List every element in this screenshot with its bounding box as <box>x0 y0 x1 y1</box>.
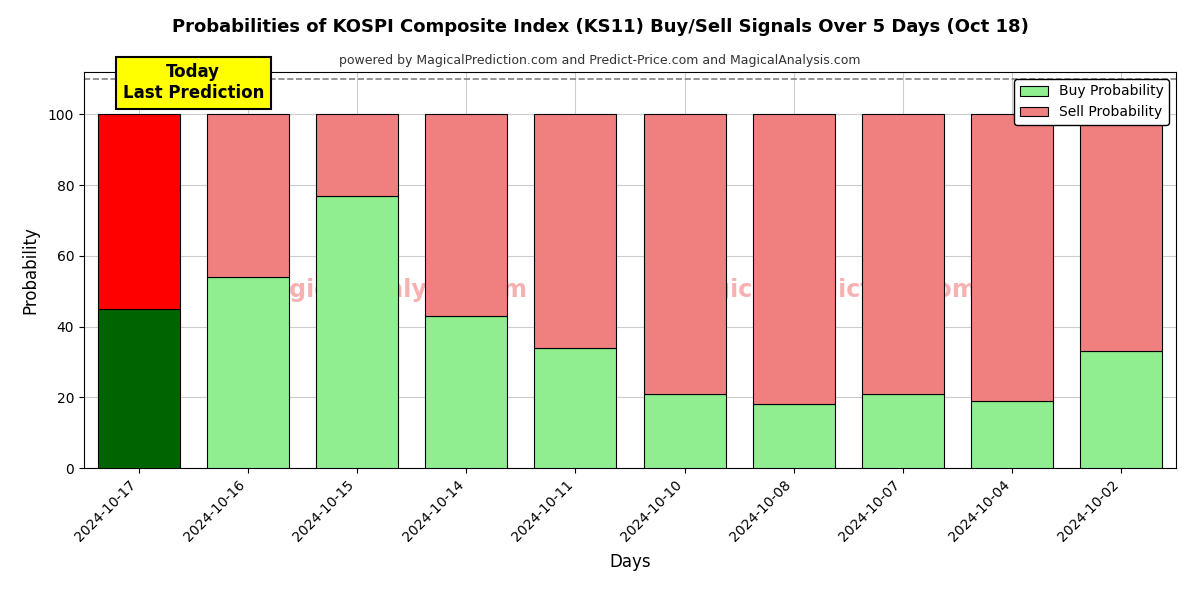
Bar <box>752 404 835 468</box>
Bar <box>316 115 398 196</box>
Bar <box>206 277 289 468</box>
Bar <box>316 196 398 468</box>
Bar <box>534 115 617 348</box>
Bar <box>643 115 726 394</box>
Bar <box>97 309 180 468</box>
Bar <box>971 115 1054 401</box>
Bar <box>425 316 508 468</box>
Bar <box>971 401 1054 468</box>
Y-axis label: Probability: Probability <box>22 226 40 314</box>
Text: Probabilities of KOSPI Composite Index (KS11) Buy/Sell Signals Over 5 Days (Oct : Probabilities of KOSPI Composite Index (… <box>172 18 1028 36</box>
Bar <box>643 394 726 468</box>
Bar <box>862 394 944 468</box>
Bar <box>425 115 508 316</box>
Bar <box>1080 115 1163 352</box>
Bar <box>206 115 289 277</box>
Bar <box>1080 352 1163 468</box>
Bar <box>534 348 617 468</box>
Bar <box>97 115 180 309</box>
Bar <box>862 115 944 394</box>
Text: MagicalPrediction.com: MagicalPrediction.com <box>676 278 978 302</box>
Text: MagicalAnalysis.com: MagicalAnalysis.com <box>251 278 528 302</box>
Text: Today
Last Prediction: Today Last Prediction <box>122 63 264 102</box>
Text: powered by MagicalPrediction.com and Predict-Price.com and MagicalAnalysis.com: powered by MagicalPrediction.com and Pre… <box>340 54 860 67</box>
X-axis label: Days: Days <box>610 553 650 571</box>
Bar <box>752 115 835 404</box>
Legend: Buy Probability, Sell Probability: Buy Probability, Sell Probability <box>1014 79 1169 125</box>
